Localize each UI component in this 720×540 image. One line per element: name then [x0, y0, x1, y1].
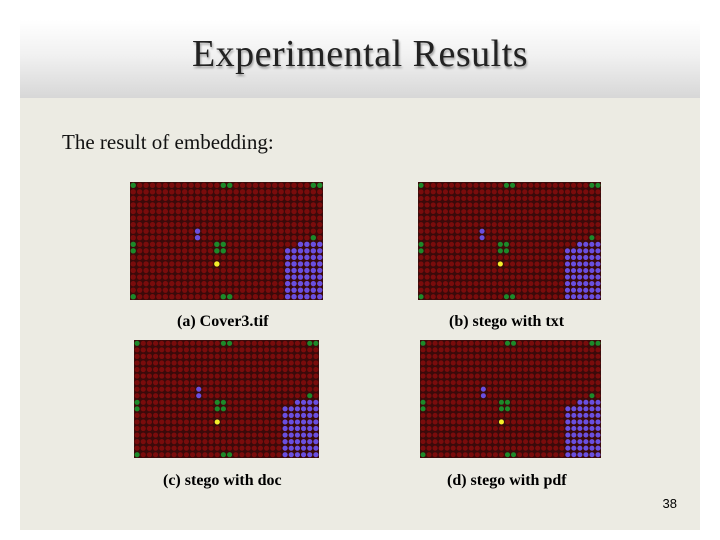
- slide: Experimental Results The result of embed…: [20, 20, 700, 530]
- panel-a-image: [130, 182, 323, 300]
- slide-subtitle: The result of embedding:: [62, 130, 274, 154]
- slide-title: Experimental Results: [191, 33, 529, 75]
- panel-a-caption: (a) Cover3.tif: [177, 313, 269, 330]
- panel-d-image: [420, 340, 601, 458]
- page-number: 38: [662, 496, 677, 511]
- panel-c-image: [134, 340, 319, 458]
- panel-d-caption: (d) stego with pdf: [447, 472, 567, 489]
- title-bar: Experimental Results: [20, 20, 700, 98]
- panel-c-caption: (c) stego with doc: [163, 472, 282, 489]
- panel-b-caption: (b) stego with txt: [449, 313, 565, 330]
- panel-b-image: [418, 182, 601, 300]
